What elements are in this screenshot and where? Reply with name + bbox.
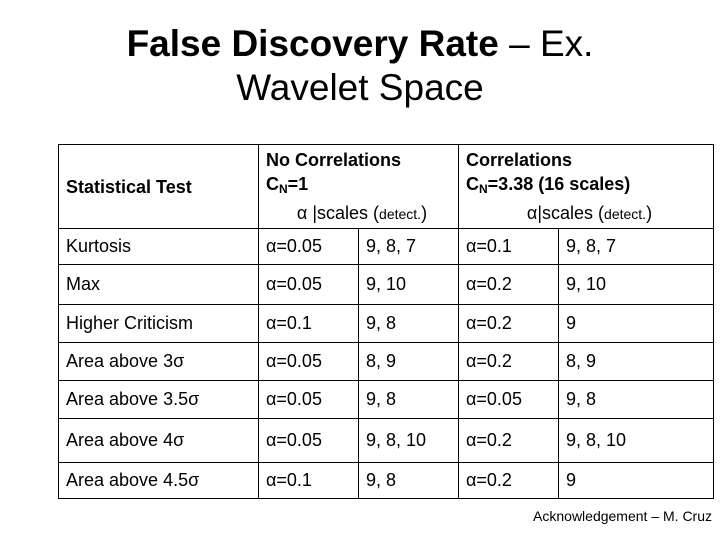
cn-letter: C xyxy=(266,173,279,194)
table-row: Higher Criticism α=0.1 9, 8 α=0.2 9 xyxy=(58,304,714,343)
title-bold-text: False Discovery Rate xyxy=(126,23,499,64)
table-row: Area above 3.5σ α=0.05 9, 8 α=0.05 9, 8 xyxy=(58,380,714,419)
corr-alpha-cell: α=0.1 xyxy=(458,228,559,265)
header-no-correlations: No Correlations CN=1 α |scales (detect.) xyxy=(258,144,459,229)
cn-value: =3.38 (16 scales) xyxy=(487,173,631,194)
corr-scales-cell: 9, 8, 10 xyxy=(558,418,714,463)
no-corr-scales-cell: 9, 8 xyxy=(358,462,459,499)
table-row: Max α=0.05 9, 10 α=0.2 9, 10 xyxy=(58,264,714,305)
no-corr-alpha-cell: α=0.1 xyxy=(258,462,359,499)
cn-subscript: N xyxy=(479,181,488,196)
cn-subscript: N xyxy=(279,181,288,196)
cn-value: =1 xyxy=(287,173,309,194)
corr-scales-cell: 8, 9 xyxy=(558,342,714,381)
subheader-small: detect. xyxy=(604,205,647,222)
no-corr-scales-cell: 9, 10 xyxy=(358,264,459,305)
corr-scales-cell: 9, 8, 7 xyxy=(558,228,714,265)
corr-alpha-cell: α=0.2 xyxy=(458,264,559,305)
acknowledgement-text: Acknowledgement – M. Cruz xyxy=(533,508,712,524)
table-row: Area above 3σ α=0.05 8, 9 α=0.2 8, 9 xyxy=(58,342,714,381)
table-row: Kurtosis α=0.05 9, 8, 7 α=0.1 9, 8, 7 xyxy=(58,228,714,265)
title-line-2: Wavelet Space xyxy=(236,67,484,108)
cn-letter: C xyxy=(466,173,479,194)
no-corr-scales-cell: 9, 8, 10 xyxy=(358,418,459,463)
title-line-1: False Discovery Rate – Ex. xyxy=(0,22,720,66)
test-name-cell: Area above 3.5σ xyxy=(58,380,259,419)
no-corr-alpha-cell: α=0.05 xyxy=(258,380,359,419)
subheader-small: detect. xyxy=(379,205,422,222)
test-name-cell: Area above 4σ xyxy=(58,418,259,463)
header-corr-line1: Correlations xyxy=(466,149,573,170)
no-corr-scales-cell: 9, 8 xyxy=(358,304,459,343)
corr-scales-cell: 9, 8 xyxy=(558,380,714,419)
subheader-close: ) xyxy=(646,202,653,223)
no-corr-alpha-cell: α=0.05 xyxy=(258,264,359,305)
fdr-results-table: Statistical Test No Correlations CN=1 α … xyxy=(58,144,714,499)
no-corr-alpha-cell: α=0.05 xyxy=(258,418,359,463)
corr-scales-cell: 9 xyxy=(558,304,714,343)
subheader-main: α |scales ( xyxy=(296,202,380,223)
no-corr-alpha-cell: α=0.05 xyxy=(258,228,359,265)
header-correlations: Correlations CN=3.38 (16 scales) α|scale… xyxy=(458,144,714,229)
subheader-main: α|scales ( xyxy=(526,202,605,223)
table-row: Area above 4σ α=0.05 9, 8, 10 α=0.2 9, 8… xyxy=(58,418,714,463)
header-no-corr-subheader: α |scales (detect.) xyxy=(266,201,458,226)
corr-alpha-cell: α=0.2 xyxy=(458,418,559,463)
corr-alpha-cell: α=0.2 xyxy=(458,342,559,381)
table-body: Statistical Test No Correlations CN=1 α … xyxy=(58,144,714,499)
header-no-corr-line1: No Correlations xyxy=(266,149,402,170)
no-corr-scales-cell: 9, 8 xyxy=(358,380,459,419)
header-corr-subheader: α|scales (detect.) xyxy=(466,201,713,226)
no-corr-alpha-cell: α=0.05 xyxy=(258,342,359,381)
corr-scales-cell: 9 xyxy=(558,462,714,499)
slide-title: False Discovery Rate – Ex. Wavelet Space xyxy=(0,22,720,110)
header-row: Statistical Test No Correlations CN=1 α … xyxy=(58,144,714,229)
corr-alpha-cell: α=0.05 xyxy=(458,380,559,419)
no-corr-scales-cell: 9, 8, 7 xyxy=(358,228,459,265)
test-name-cell: Higher Criticism xyxy=(58,304,259,343)
test-name-cell: Kurtosis xyxy=(58,228,259,265)
header-no-corr-cn: CN=1 xyxy=(266,172,458,201)
test-name-cell: Area above 4.5σ xyxy=(58,462,259,499)
test-name-cell: Max xyxy=(58,264,259,305)
header-statistical-test: Statistical Test xyxy=(58,144,259,229)
no-corr-alpha-cell: α=0.1 xyxy=(258,304,359,343)
subheader-close: ) xyxy=(421,202,428,223)
corr-alpha-cell: α=0.2 xyxy=(458,304,559,343)
corr-scales-cell: 9, 10 xyxy=(558,264,714,305)
title-rest-text: – Ex. xyxy=(498,23,594,64)
no-corr-scales-cell: 8, 9 xyxy=(358,342,459,381)
header-corr-cn: CN=3.38 (16 scales) xyxy=(466,172,713,201)
corr-alpha-cell: α=0.2 xyxy=(458,462,559,499)
table-row: Area above 4.5σ α=0.1 9, 8 α=0.2 9 xyxy=(58,462,714,499)
test-name-cell: Area above 3σ xyxy=(58,342,259,381)
